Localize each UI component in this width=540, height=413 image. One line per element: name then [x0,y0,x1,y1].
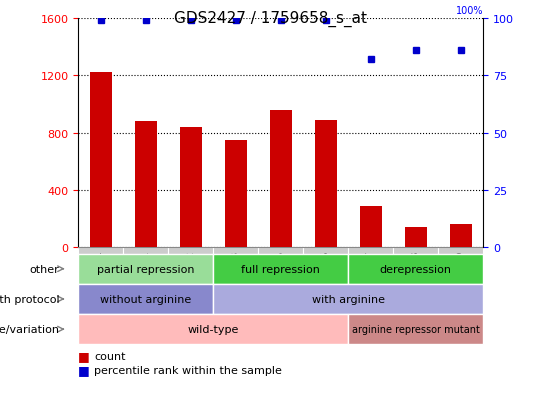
Text: 100%: 100% [456,6,483,16]
Text: full repression: full repression [241,264,320,274]
Text: count: count [94,351,126,361]
Text: GDS2427 / 1759658_s_at: GDS2427 / 1759658_s_at [173,10,367,26]
Bar [225,140,247,248]
Text: wild-type: wild-type [187,324,239,335]
Text: percentile rank within the sample: percentile rank within the sample [94,365,282,375]
Bar [360,206,382,248]
Bar [179,128,202,248]
Text: partial repression: partial repression [97,264,194,274]
Text: arginine repressor mutant: arginine repressor mutant [352,324,480,335]
Text: derepression: derepression [380,264,452,274]
Text: ■: ■ [78,349,90,363]
Text: other: other [30,264,59,274]
Bar [269,110,292,248]
Bar [449,225,472,248]
Bar [404,228,427,248]
Text: with arginine: with arginine [312,294,385,304]
Bar [90,73,112,248]
Text: without arginine: without arginine [100,294,191,304]
Bar [314,120,337,248]
Text: ■: ■ [78,363,90,377]
Text: growth protocol: growth protocol [0,294,59,304]
Bar [134,122,157,248]
Text: genotype/variation: genotype/variation [0,324,59,335]
